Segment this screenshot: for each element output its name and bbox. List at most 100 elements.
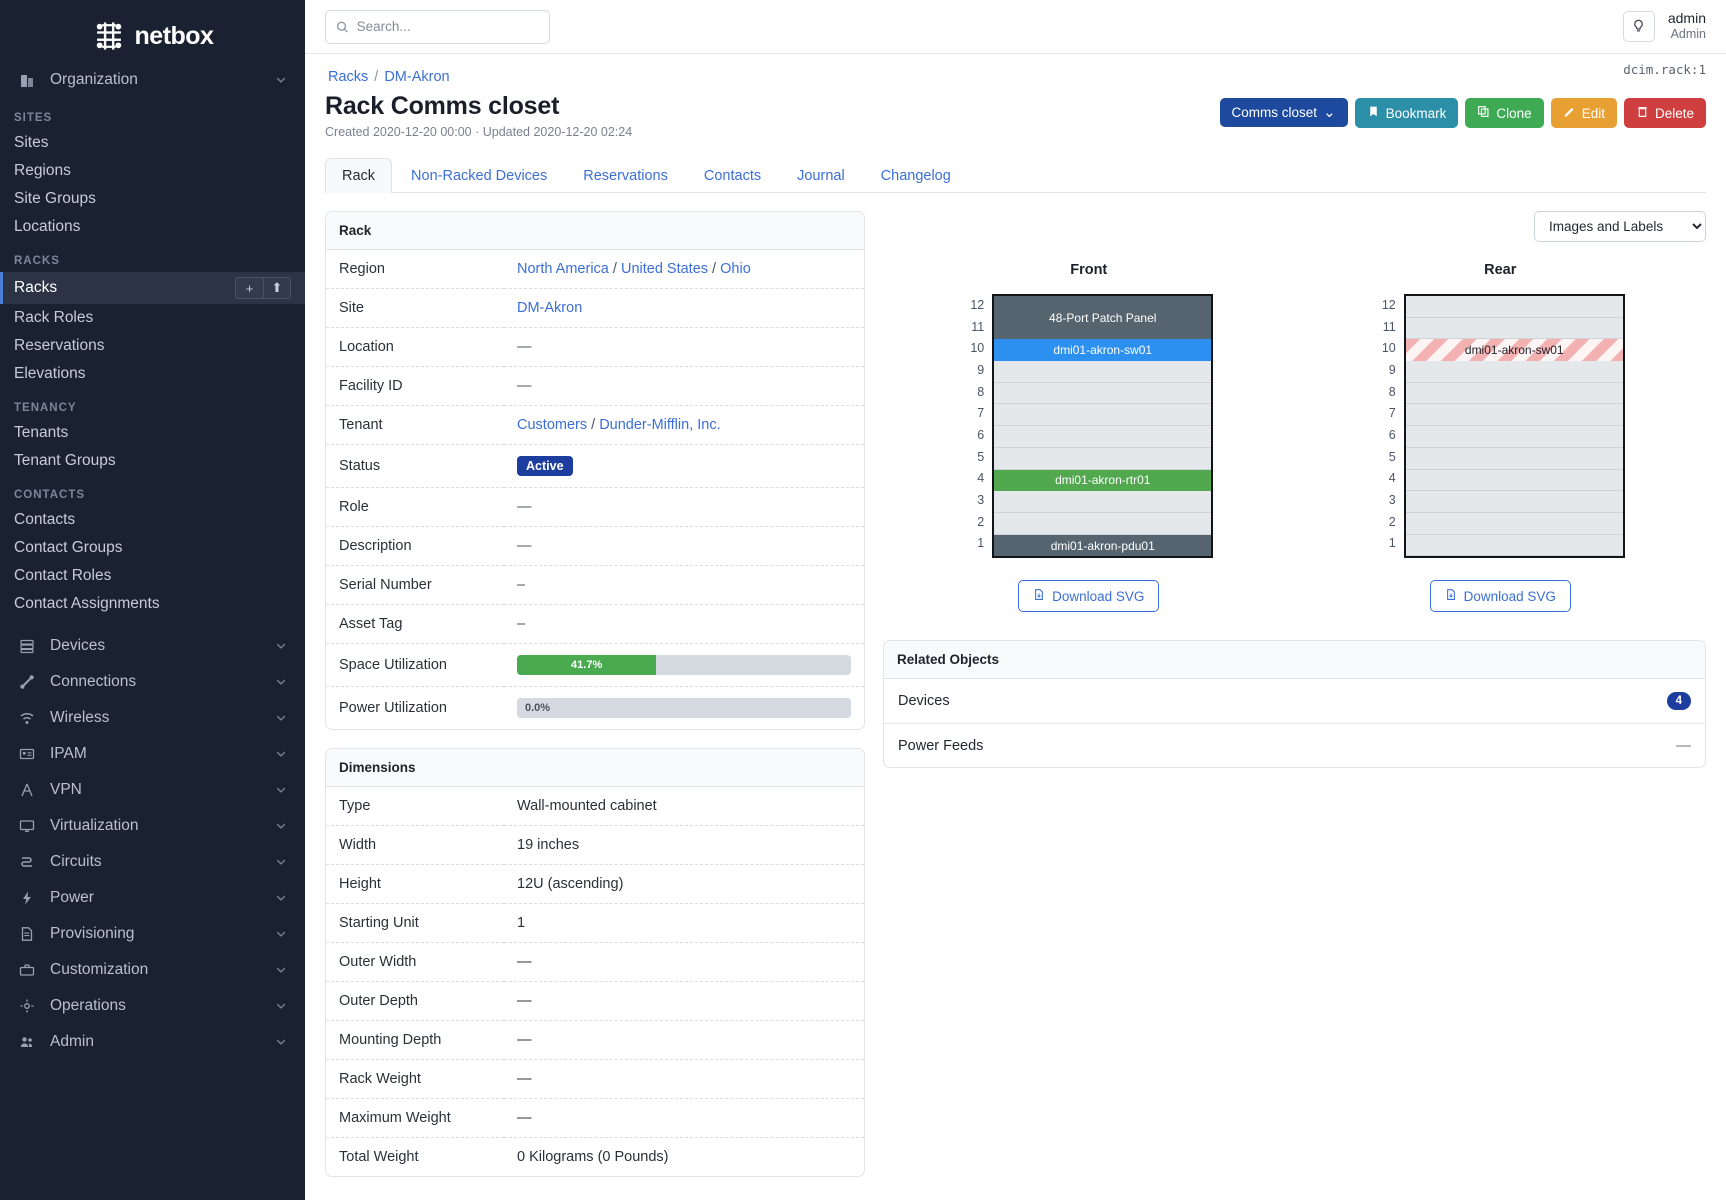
- table-row: Total Weight 0 Kilograms (0 Pounds): [326, 1137, 864, 1176]
- rack-unit-slot-8[interactable]: [1405, 383, 1623, 405]
- breadcrumb-link-1[interactable]: DM-Akron: [384, 69, 450, 85]
- unit-label-2: 2: [977, 514, 985, 529]
- sidebar-group-provisioning[interactable]: Provisioning: [0, 916, 305, 952]
- rack-device-dmi01-akron-pdu01[interactable]: dmi01-akron-pdu01: [994, 534, 1212, 557]
- related-object-row-devices[interactable]: Devices 4: [884, 679, 1705, 723]
- site-label: Site: [326, 288, 504, 328]
- rack-unit-slot-3[interactable]: [1405, 491, 1623, 513]
- unit-label-7: 7: [977, 406, 985, 421]
- clone-button[interactable]: Clone: [1465, 98, 1544, 128]
- tab-changelog[interactable]: Changelog: [864, 158, 968, 193]
- rack-unit-slot-2[interactable]: [1405, 513, 1623, 535]
- sidebar-item-contacts[interactable]: Contacts: [0, 506, 305, 534]
- tab-non-racked-devices[interactable]: Non-Racked Devices: [394, 158, 564, 193]
- add-rack-button[interactable]: +: [235, 277, 263, 299]
- tenant-link-1[interactable]: Dunder-Mifflin, Inc.: [599, 417, 721, 433]
- rack-unit-slot-2[interactable]: [994, 513, 1212, 535]
- region-link-1[interactable]: United States: [620, 261, 709, 277]
- sidebar-item-contact-roles[interactable]: Contact Roles: [0, 562, 305, 590]
- sidebar-group-devices[interactable]: Devices: [0, 628, 305, 664]
- sidebar-item-contact-groups[interactable]: Contact Groups: [0, 534, 305, 562]
- rack-device-48-port-patch-panel[interactable]: 48-Port Patch Panel: [994, 296, 1212, 340]
- images-labels-select[interactable]: Images and LabelsImages onlyLabels only: [1534, 211, 1706, 242]
- table-row: Role —: [326, 487, 864, 527]
- sidebar-item-racks[interactable]: Racks + ⬆: [0, 272, 305, 304]
- sidebar-group-customization[interactable]: Customization: [0, 952, 305, 988]
- bookmark-button[interactable]: Bookmark: [1354, 98, 1459, 128]
- rack-elevations: Front 12 11 10 9 8 7 6 5 4 3 2 1 48-Port Patch Pane…: [883, 262, 1706, 613]
- region-link-0[interactable]: North America: [517, 261, 609, 277]
- breadcrumb-link-0[interactable]: Racks: [328, 69, 369, 85]
- table-row: Outer Width —: [326, 942, 864, 982]
- rack-unit-slot-6[interactable]: [994, 426, 1212, 448]
- sidebar-group-operations[interactable]: Operations: [0, 988, 305, 1024]
- rack-unit-slot-4[interactable]: [1405, 470, 1623, 492]
- sidebar-item-site-groups[interactable]: Site Groups: [0, 185, 305, 213]
- rack-unit-slot-12[interactable]: [1405, 296, 1623, 318]
- sidebar-group-wireless[interactable]: Wireless: [0, 700, 305, 736]
- import-rack-button[interactable]: ⬆: [263, 277, 291, 299]
- rack-unit-slot-7[interactable]: [994, 404, 1212, 427]
- sidebar-item-tenant-groups[interactable]: Tenant Groups: [0, 447, 305, 475]
- sidebar-item-locations[interactable]: Locations: [0, 213, 305, 241]
- region-link-2[interactable]: Ohio: [720, 261, 751, 277]
- sidebar-item-tenants[interactable]: Tenants: [0, 419, 305, 447]
- width-label: Width: [326, 825, 504, 865]
- comms-closet-button[interactable]: Comms closet ⌄: [1219, 98, 1348, 127]
- rack-device-dmi01-akron-sw01[interactable]: dmi01-akron-sw01: [1405, 339, 1623, 362]
- sidebar-group-vpn[interactable]: VPN: [0, 772, 305, 808]
- rack-device-dmi01-akron-sw01[interactable]: dmi01-akron-sw01: [994, 339, 1212, 362]
- tab-contacts[interactable]: Contacts: [687, 158, 778, 193]
- chevron-down-icon: [276, 787, 286, 793]
- tab-reservations[interactable]: Reservations: [566, 158, 685, 193]
- tab-label: Reservations: [583, 168, 668, 184]
- rack-device-dmi01-akron-rtr01[interactable]: dmi01-akron-rtr01: [994, 469, 1212, 492]
- tab-journal[interactable]: Journal: [780, 158, 862, 193]
- tenant-link-0[interactable]: Customers: [517, 417, 588, 433]
- sidebar-group-virtualization[interactable]: Virtualization: [0, 808, 305, 844]
- devices-label: Devices: [898, 693, 950, 710]
- sidebar-group-organization[interactable]: Organization: [0, 62, 305, 98]
- tab-label: Contacts: [703, 168, 762, 184]
- rack-unit-slot-3[interactable]: [994, 491, 1212, 513]
- unit-label-12: 12: [970, 297, 985, 312]
- delete-button[interactable]: Delete: [1623, 98, 1706, 128]
- rack-unit-slot-5[interactable]: [1405, 448, 1623, 470]
- brand-logo-block[interactable]: netbox: [0, 0, 305, 62]
- search-input[interactable]: [356, 19, 539, 34]
- table-row: Asset Tag –: [326, 604, 864, 644]
- rack-unit-slot-9[interactable]: [1405, 361, 1623, 383]
- chevron-down-icon: [276, 643, 286, 649]
- sidebar-item-contact-assignments[interactable]: Contact Assignments: [0, 590, 305, 618]
- rack-unit-slot-11[interactable]: [1405, 318, 1623, 340]
- download-svg-rear-button[interactable]: Download SVG: [1429, 580, 1571, 613]
- description-label: Description: [326, 526, 504, 566]
- sidebar-item-elevations[interactable]: Elevations: [0, 360, 305, 388]
- site-link-0[interactable]: DM-Akron: [517, 300, 583, 316]
- rack-unit-slot-1[interactable]: [1405, 535, 1623, 557]
- theme-toggle-button[interactable]: [1622, 11, 1655, 42]
- sidebar-group-ipam[interactable]: IPAM: [0, 736, 305, 772]
- right-column: Images and LabelsImages onlyLabels only …: [883, 211, 1706, 1195]
- rack-unit-slot-7[interactable]: [1405, 404, 1623, 427]
- maximum-weight-label: Maximum Weight: [326, 1098, 504, 1138]
- sidebar-group-admin[interactable]: Admin: [0, 1024, 305, 1060]
- rack-unit-slot-8[interactable]: [994, 383, 1212, 405]
- edit-button[interactable]: Edit: [1550, 98, 1617, 128]
- rack-unit-slot-9[interactable]: [994, 361, 1212, 383]
- sidebar-group-power[interactable]: Power: [0, 880, 305, 916]
- address-card-icon: [18, 745, 36, 763]
- rack-unit-slot-6[interactable]: [1405, 426, 1623, 448]
- sidebar-group-circuits[interactable]: Circuits: [0, 844, 305, 880]
- sidebar-item-regions[interactable]: Regions: [0, 157, 305, 185]
- related-object-row-power-feeds[interactable]: Power Feeds —: [884, 723, 1705, 767]
- sidebar-item-reservations[interactable]: Reservations: [0, 332, 305, 360]
- search-box[interactable]: [325, 9, 550, 44]
- sidebar-item-sites[interactable]: Sites: [0, 129, 305, 157]
- download-svg-front-button[interactable]: Download SVG: [1018, 580, 1160, 613]
- user-menu[interactable]: admin Admin: [1668, 10, 1706, 43]
- tab-rack[interactable]: Rack: [325, 158, 393, 193]
- sidebar-item-rack-roles[interactable]: Rack Roles: [0, 304, 305, 332]
- sidebar-group-connections[interactable]: Connections: [0, 664, 305, 700]
- rack-unit-slot-5[interactable]: [994, 448, 1212, 470]
